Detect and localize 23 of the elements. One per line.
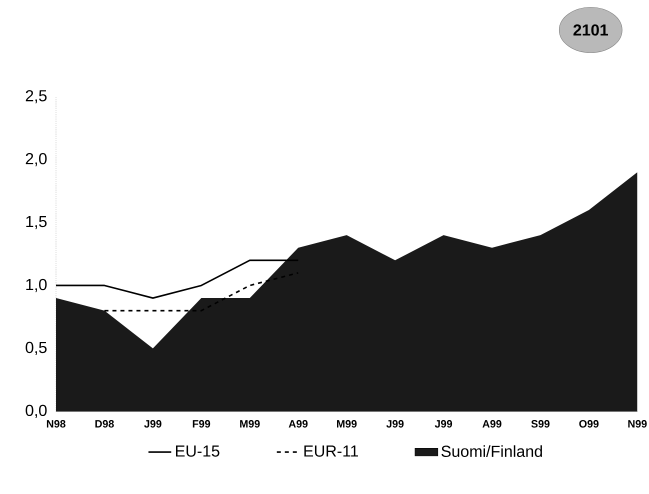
x-tick-label: J99	[144, 420, 162, 428]
x-tick-label: O99	[579, 420, 599, 428]
y-tick-label: 2,0	[26, 152, 47, 166]
y-tick-label: 2,5	[26, 90, 47, 104]
legend-label: Suomi/Finland	[441, 445, 542, 457]
x-tick-label: J99	[386, 420, 404, 428]
x-tick-label: F99	[192, 420, 210, 428]
legend-label: EU-15	[176, 446, 220, 457]
x-tick-label: N98	[46, 420, 66, 428]
x-tick-label: S99	[531, 420, 550, 428]
x-tick-label: A99	[482, 420, 502, 428]
legend-label: EUR-11	[304, 446, 358, 457]
x-tick-label: M99	[240, 420, 260, 428]
y-tick-label: 1,5	[26, 216, 47, 230]
x-tick-label: M99	[337, 420, 357, 428]
x-tick-label: A99	[288, 420, 308, 428]
y-tick-label: 1,0	[26, 278, 47, 292]
x-tick-label: D98	[95, 420, 114, 428]
x-tick-label: N99	[628, 420, 647, 428]
y-tick-label: 0,0	[26, 404, 47, 418]
y-tick-label: 0,5	[26, 342, 47, 356]
x-tick-label: J99	[434, 420, 452, 428]
text: 2101	[573, 24, 608, 36]
